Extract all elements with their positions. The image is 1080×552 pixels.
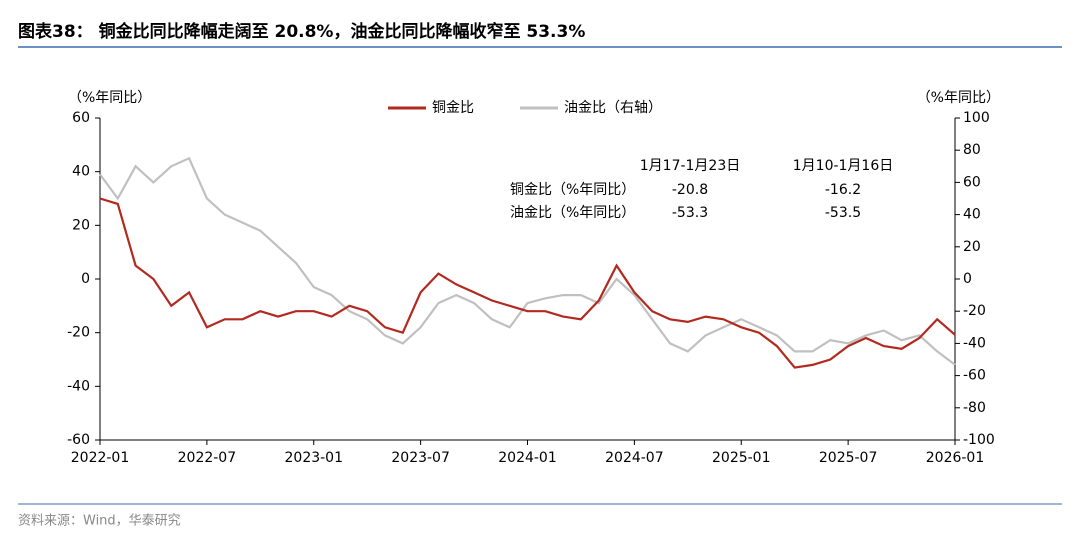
table-cell: -53.5 — [825, 205, 861, 221]
x-tick-label: 2025-07 — [819, 450, 878, 466]
y-tick-label: 60 — [72, 110, 90, 126]
y2-tick-label: 80 — [963, 142, 981, 158]
y2-tick-label: -80 — [963, 400, 986, 416]
table-row-label: 铜金比（%年同比） — [510, 182, 635, 198]
y2-tick-label: -40 — [963, 335, 986, 351]
y-tick-label: -20 — [67, 325, 90, 341]
y2-tick-label: 20 — [963, 239, 981, 255]
y2-tick-label: 40 — [963, 207, 981, 223]
y-axis-label: （%年同比） — [68, 90, 151, 106]
x-tick-label: 2026-01 — [926, 450, 985, 466]
y-tick-label: 40 — [72, 164, 90, 180]
y2-tick-label: -60 — [963, 368, 986, 384]
x-tick-label: 2023-01 — [285, 450, 344, 466]
table-header: 1月17-1月23日 — [640, 158, 741, 174]
y-tick-label: -40 — [67, 378, 90, 394]
y2-axis-label: （%年同比） — [917, 90, 1000, 106]
title: 图表38： 铜金比同比降幅走阔至 20.8%，油金比同比降幅收窄至 53.3% — [18, 21, 585, 42]
y-tick-label: 20 — [72, 217, 90, 233]
legend-label: 铜金比 — [432, 100, 474, 116]
legend-label: 油金比（右轴） — [564, 100, 662, 116]
x-tick-label: 2024-01 — [498, 450, 557, 466]
y-tick-label: -60 — [67, 432, 90, 448]
table-header: 1月10-1月16日 — [793, 158, 894, 174]
x-tick-label: 2022-07 — [178, 450, 237, 466]
source: 资料来源：Wind，华泰研究 — [18, 514, 181, 529]
y-tick-label: 0 — [81, 271, 90, 287]
table-cell: -16.2 — [825, 182, 861, 198]
series-line — [99, 156, 956, 366]
table-cell: -20.8 — [672, 182, 708, 198]
table-cell: -53.3 — [672, 205, 708, 221]
y2-tick-label: 0 — [963, 271, 972, 287]
table-row-label: 油金比（%年同比） — [510, 205, 635, 221]
x-tick-label: 2023-07 — [391, 450, 450, 466]
x-tick-label: 2025-01 — [712, 450, 771, 466]
y2-tick-label: -100 — [963, 432, 995, 448]
series-line — [99, 197, 956, 369]
y2-tick-label: 60 — [963, 174, 981, 190]
y2-tick-label: 100 — [963, 110, 990, 126]
x-tick-label: 2024-07 — [605, 450, 664, 466]
y2-tick-label: -20 — [963, 303, 986, 319]
x-tick-label: 2022-01 — [71, 450, 130, 466]
